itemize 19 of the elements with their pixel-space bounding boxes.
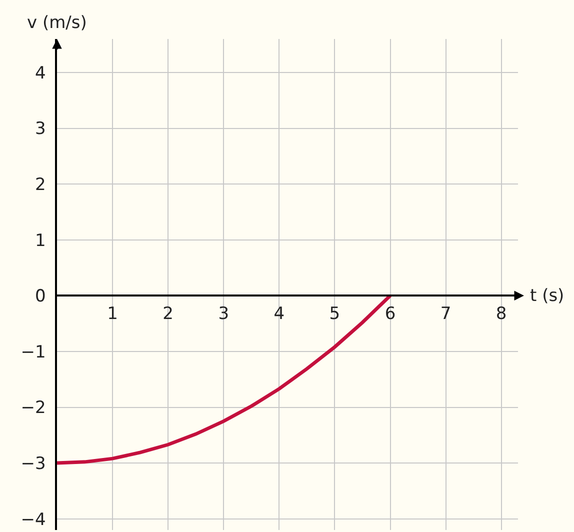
y-tick-label: −3 (20, 454, 46, 474)
x-tick-label: 1 (107, 304, 118, 324)
x-tick-label: 2 (162, 304, 174, 324)
y-tick-label: 0 (35, 286, 46, 307)
x-tick-label: 3 (218, 304, 230, 324)
y-tick-label: 2 (35, 175, 46, 196)
x-axis-title: t (s) (530, 286, 564, 306)
y-tick-label: −4 (20, 510, 46, 530)
x-tick-label: 6 (384, 304, 396, 324)
y-axis-title: v (m/s) (27, 13, 87, 33)
x-tick-label: 7 (440, 304, 452, 324)
y-tick-label: 4 (35, 63, 46, 84)
x-tick-label: 4 (274, 304, 285, 324)
y-tick-label: 1 (35, 230, 46, 251)
y-tick-label: −2 (20, 398, 46, 418)
x-tick-label: 8 (496, 304, 507, 324)
y-tick-label: −1 (20, 342, 46, 362)
y-tick-label: 3 (35, 119, 46, 140)
x-tick-label: 5 (329, 304, 340, 324)
